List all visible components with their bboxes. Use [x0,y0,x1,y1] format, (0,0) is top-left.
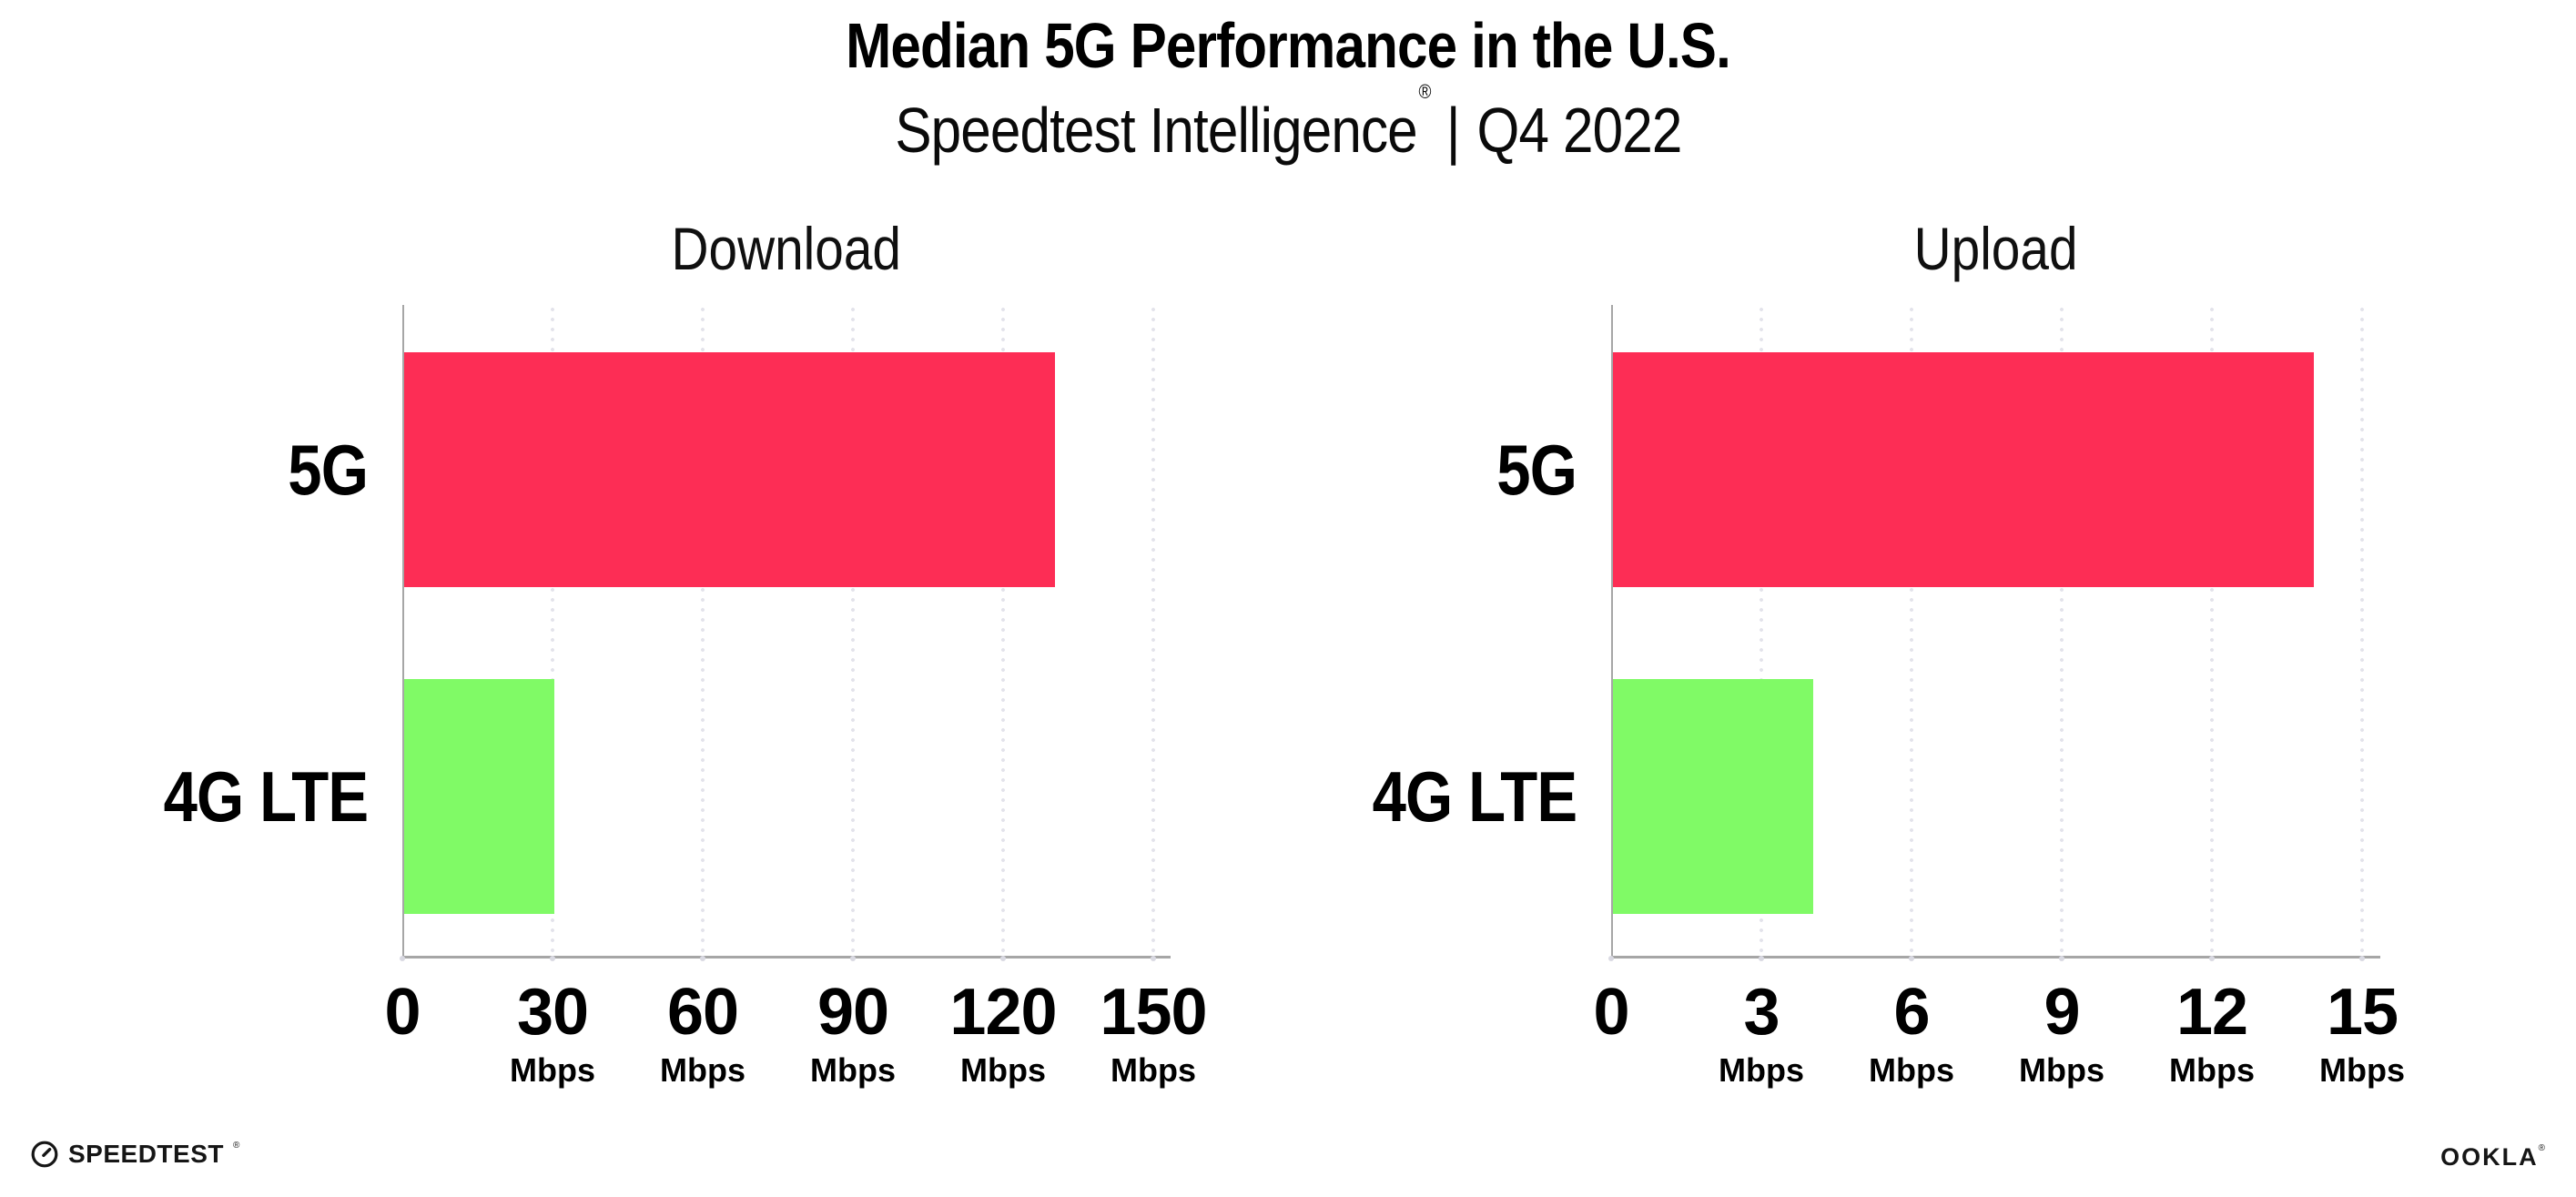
x-tick-label-0: 0 [1511,979,1711,1045]
upload-bar-4g-lte [1613,679,1813,914]
speedtest-logo: SPEEDTEST ® [30,1140,239,1169]
x-tick-value: 30 [516,976,589,1049]
gridline-150 [1151,305,1155,956]
axis-tick-mark-9 [2059,956,2064,961]
gridline-3 [1760,305,1763,956]
speedtest-gauge-icon [31,1141,58,1168]
x-tick-label-120: 120 Mbps [903,979,1103,1087]
download-plot-area [400,305,1171,961]
x-tick-value: 3 [1743,976,1780,1049]
x-tick-unit: Mbps [2169,1051,2255,1089]
x-tick-unit: Mbps [510,1051,595,1089]
x-tick-label-60: 60 Mbps [603,979,803,1087]
download-x-axis-line [402,956,1171,959]
download-y-axis-line [402,305,404,959]
axis-tick-mark-90 [850,956,856,961]
speedtest-registered-mark: ® [232,1140,240,1151]
x-tick-unit: Mbps [1719,1051,1804,1089]
axis-tick-mark-12 [2209,956,2215,961]
axis-tick-mark-60 [700,956,705,961]
axis-tick-mark-150 [1151,956,1156,961]
x-tick-label-12: 12 Mbps [2112,979,2312,1087]
x-tick-unit: Mbps [1111,1051,1196,1089]
x-tick-value: 0 [384,976,421,1049]
upload-bar-5g [1613,352,2314,587]
upload-category-label-4g-lte: 4G LTE [1372,756,1577,837]
registered-trademark-mark: ® [1418,80,1431,104]
gridline-9 [2060,305,2064,956]
gridline-15 [2360,305,2364,956]
x-tick-value: 60 [666,976,739,1049]
axis-tick-mark-120 [1000,956,1006,961]
download-category-label-5g: 5G [288,430,369,510]
axis-tick-mark-0 [1608,956,1614,961]
page-title: Median 5G Performance in the U.S. [846,10,1731,81]
x-tick-label-6: 6 Mbps [1811,979,2012,1087]
subtitle-brand: Speedtest Intelligence [894,94,1417,166]
speedtest-wordmark: SPEEDTEST [68,1140,224,1168]
x-tick-value: 150 [1100,976,1207,1049]
x-tick-value: 120 [949,976,1057,1049]
download-chart-title-row: Download [402,218,1171,279]
upload-plot-area [1608,305,2380,961]
x-tick-label-0: 0 [302,979,502,1045]
subtitle-separator: | [1445,94,1460,166]
x-tick-label-15: 15 Mbps [2262,979,2462,1087]
x-tick-label-9: 9 Mbps [1962,979,2162,1087]
axis-tick-mark-0 [400,956,405,961]
x-tick-label-3: 3 Mbps [1661,979,1861,1087]
upload-y-axis-line [1611,305,1613,959]
x-tick-unit: Mbps [2319,1051,2405,1089]
x-tick-value: 9 [2044,976,2080,1049]
gridline-120 [1001,305,1005,956]
download-chart-title: Download [671,215,902,282]
ookla-logo: OOKLA ® [2440,1143,2545,1172]
gridline-60 [701,305,705,956]
axis-tick-mark-6 [1909,956,1914,961]
x-tick-value: 0 [1593,976,1629,1049]
upload-chart-title-row: Upload [1611,218,2380,279]
subtitle-period: Q4 2022 [1476,94,1682,166]
x-tick-unit: Mbps [960,1051,1046,1089]
upload-chart-title: Upload [1913,215,2078,282]
gridline-12 [2210,305,2214,956]
ookla-registered-mark: ® [2538,1143,2545,1153]
ookla-wordmark: OOKLA [2440,1143,2539,1171]
x-tick-unit: Mbps [1869,1051,1954,1089]
download-category-label-4g-lte: 4G LTE [163,756,369,837]
x-tick-value: 12 [2175,976,2248,1049]
x-tick-label-30: 30 Mbps [452,979,653,1087]
page-subtitle: Speedtest Intelligence® | Q4 2022 [0,80,2576,167]
x-tick-unit: Mbps [660,1051,745,1089]
page-title-row: Median 5G Performance in the U.S. [0,13,2576,79]
x-tick-value: 90 [816,976,889,1049]
x-tick-unit: Mbps [810,1051,896,1089]
download-bar-5g [404,352,1055,587]
gridline-90 [851,305,855,956]
upload-category-label-5g: 5G [1496,430,1577,510]
gridline-6 [1910,305,1913,956]
x-tick-value: 6 [1893,976,1930,1049]
axis-tick-mark-15 [2359,956,2365,961]
axis-tick-mark-30 [550,956,555,961]
header: Median 5G Performance in the U.S. Speedt… [0,13,2576,167]
x-tick-label-150: 150 Mbps [1053,979,1253,1087]
x-tick-value: 15 [2326,976,2399,1049]
upload-x-axis-line [1611,956,2380,959]
x-tick-unit: Mbps [2019,1051,2104,1089]
axis-tick-mark-3 [1759,956,1764,961]
download-bar-4g-lte [404,679,554,914]
gridline-30 [551,305,554,956]
x-tick-label-90: 90 Mbps [753,979,953,1087]
